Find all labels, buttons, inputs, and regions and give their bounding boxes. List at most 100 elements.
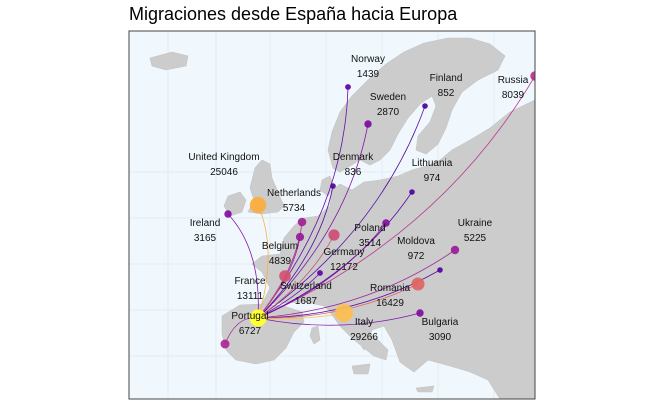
label-value-switzerland: 1687 xyxy=(295,296,318,307)
label-value-united-kingdom: 25046 xyxy=(210,167,238,178)
label-bulgaria: Bulgaria 3090 xyxy=(422,317,459,343)
label-italy: Italy 29266 xyxy=(350,317,378,343)
label-name-belgium: Belgium xyxy=(262,241,298,252)
point-sweden xyxy=(364,120,372,128)
label-russia: Russia 8039 xyxy=(498,75,529,101)
label-name-ireland: Ireland xyxy=(190,218,221,229)
route-ukraine xyxy=(257,249,456,319)
point-finland xyxy=(422,103,428,109)
label-name-denmark: Denmark xyxy=(333,152,375,163)
label-name-romania: Romania xyxy=(370,283,410,294)
route-sweden xyxy=(257,123,369,319)
label-moldova: Moldova 972 xyxy=(397,236,435,262)
label-name-netherlands: Netherlands xyxy=(267,188,321,199)
label-value-russia: 8039 xyxy=(502,90,525,101)
label-name-norway: Norway xyxy=(351,54,385,65)
point-moldova xyxy=(437,267,443,273)
label-value-germany: 12172 xyxy=(330,262,358,273)
label-name-finland: Finland xyxy=(430,73,463,84)
label-switzerland: Switzerland 1687 xyxy=(280,281,332,307)
ireland-landmass xyxy=(223,191,247,217)
label-value-lithuania: 974 xyxy=(424,173,441,184)
label-name-switzerland: Switzerland xyxy=(280,281,332,292)
point-switzerland xyxy=(317,270,323,276)
label-value-ireland: 3165 xyxy=(194,233,217,244)
label-france: France 13111 xyxy=(234,276,266,302)
label-finland: Finland 852 xyxy=(430,73,463,99)
label-portugal: Portugal 6727 xyxy=(231,311,268,337)
route-denmark xyxy=(257,185,334,319)
label-value-portugal: 6727 xyxy=(239,326,262,337)
label-value-france: 13111 xyxy=(237,291,264,302)
point-denmark xyxy=(330,183,336,189)
label-name-lithuania: Lithuania xyxy=(412,158,453,169)
label-name-sweden: Sweden xyxy=(370,92,406,103)
sardinia-corsica-landmass xyxy=(309,325,321,345)
crete-landmass xyxy=(415,385,435,393)
label-value-poland: 3514 xyxy=(359,238,382,249)
point-italy xyxy=(334,303,354,323)
scandinavia-landmass xyxy=(327,37,506,173)
label-value-sweden: 2870 xyxy=(377,107,400,118)
label-value-moldova: 972 xyxy=(408,251,425,262)
label-name-poland: Poland xyxy=(354,223,385,234)
label-norway: Norway 1439 xyxy=(351,54,385,80)
label-name-ukraine: Ukraine xyxy=(458,218,493,229)
destination-points xyxy=(220,71,535,349)
label-germany: Germany 12172 xyxy=(323,247,364,273)
point-portugal xyxy=(220,339,230,349)
label-name-russia: Russia xyxy=(498,75,529,86)
label-poland: Poland 3514 xyxy=(354,223,385,249)
label-value-ukraine: 5225 xyxy=(464,233,487,244)
route-germany xyxy=(257,234,335,319)
label-name-united-kingdom: United Kingdom xyxy=(188,152,259,163)
point-norway xyxy=(345,84,351,90)
destination-labels: Norway 1439 Finland 852 Russia 8039 Sweden 2870… xyxy=(188,54,528,343)
label-denmark: Denmark 836 xyxy=(333,152,375,178)
label-ukraine: Ukraine 5225 xyxy=(458,218,493,244)
label-netherlands: Netherlands 5734 xyxy=(267,188,321,214)
route-lithuania xyxy=(257,191,413,319)
point-romania xyxy=(411,277,425,291)
label-lithuania: Lithuania 974 xyxy=(412,158,453,184)
map-title: Migraciones desde España hacia Europa xyxy=(129,4,458,24)
denmark-landmass xyxy=(319,175,335,197)
point-ukraine xyxy=(450,245,460,255)
origin-point-espana xyxy=(249,309,267,327)
label-name-italy: Italy xyxy=(355,317,373,328)
route-bulgaria xyxy=(257,312,421,326)
label-belgium: Belgium 4839 xyxy=(262,241,298,267)
iceland-landmass xyxy=(149,51,189,71)
point-bulgaria xyxy=(416,309,424,317)
label-romania: Romania 16429 xyxy=(370,283,410,309)
label-name-germany: Germany xyxy=(323,247,364,258)
label-name-france: France xyxy=(234,276,266,287)
point-belgium xyxy=(295,232,305,242)
route-russia xyxy=(257,75,535,319)
route-united-kingdom xyxy=(257,204,269,319)
route-ireland xyxy=(227,213,259,319)
label-value-norway: 1439 xyxy=(357,69,380,80)
point-poland xyxy=(382,219,390,227)
point-germany xyxy=(328,229,340,241)
label-name-portugal: Portugal xyxy=(231,311,268,322)
label-ireland: Ireland 3165 xyxy=(190,218,221,244)
point-russia xyxy=(530,71,535,81)
point-ireland xyxy=(224,210,232,218)
label-value-belgium: 4839 xyxy=(269,256,292,267)
label-value-bulgaria: 3090 xyxy=(429,332,452,343)
label-sweden: Sweden 2870 xyxy=(370,92,406,118)
map-panel-border xyxy=(128,30,536,400)
point-united-kingdom xyxy=(249,196,267,214)
sicily-landmass xyxy=(351,363,371,375)
label-value-finland: 852 xyxy=(438,88,455,99)
route-finland xyxy=(257,105,426,319)
label-value-italy: 29266 xyxy=(350,332,378,343)
point-lithuania xyxy=(409,189,415,195)
label-name-bulgaria: Bulgaria xyxy=(422,317,459,328)
mainland-europe-landmass xyxy=(251,99,535,399)
point-netherlands xyxy=(297,217,307,227)
label-value-denmark: 836 xyxy=(345,167,362,178)
label-united-kingdom: United Kingdom 25046 xyxy=(188,152,259,178)
